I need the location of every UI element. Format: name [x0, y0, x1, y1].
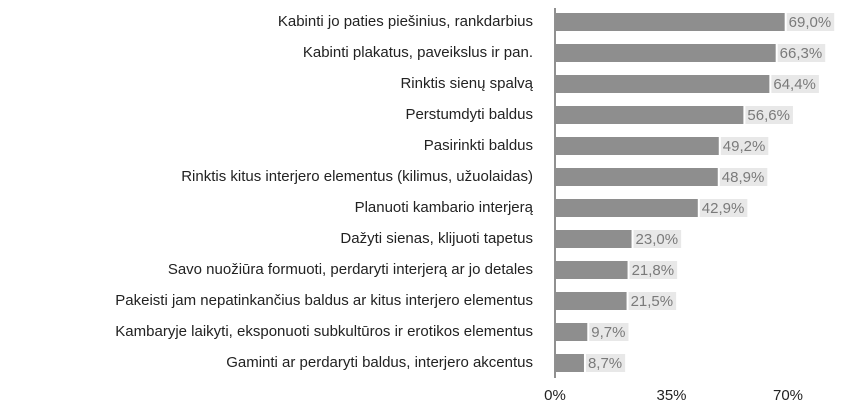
value-label-bg — [720, 137, 769, 155]
category-label: Pakeisti jam nepatinkančius baldus ar ki… — [115, 292, 533, 309]
x-tick-label: 70% — [773, 387, 803, 404]
value-label: 9,7% — [591, 324, 625, 341]
value-label: 8,7% — [588, 355, 622, 372]
value-label: 21,5% — [631, 293, 674, 310]
category-label: Dažyti sienas, klijuoti tapetus — [340, 230, 533, 247]
value-label-bg — [628, 292, 677, 310]
value-label-bg — [585, 354, 626, 372]
bar — [555, 199, 698, 217]
bar — [555, 75, 770, 93]
category-label: Gaminti ar perdaryti baldus, interjero a… — [226, 354, 533, 371]
value-label-bg — [629, 261, 678, 279]
value-label-bg — [699, 199, 748, 217]
bar — [555, 230, 632, 248]
value-label-bg — [786, 13, 835, 31]
category-label: Rinktis sienų spalvą — [400, 75, 533, 92]
category-label: Perstumdyti baldus — [405, 106, 533, 123]
category-label: Rinktis kitus interjero elementus (kilim… — [181, 168, 533, 185]
value-label: 21,8% — [632, 262, 675, 279]
bar — [555, 354, 584, 372]
bar — [555, 292, 627, 310]
value-label-bg — [745, 106, 793, 124]
category-label: Pasirinkti baldus — [424, 137, 533, 154]
bar — [555, 137, 719, 155]
value-label: 69,0% — [789, 14, 832, 31]
bar — [555, 44, 776, 62]
value-label: 66,3% — [780, 45, 823, 62]
value-label-bg — [771, 75, 819, 93]
bar — [555, 106, 744, 124]
value-label-bg — [589, 323, 629, 341]
value-label: 48,9% — [722, 169, 765, 186]
x-tick-label: 0% — [544, 387, 566, 404]
value-label-bg — [777, 44, 826, 62]
x-tick-label: 35% — [656, 387, 686, 404]
bar — [555, 13, 785, 31]
value-label: 56,6% — [747, 107, 790, 124]
category-label: Planuoti kambario interjerą — [355, 199, 534, 216]
bar — [555, 323, 588, 341]
value-label: 64,4% — [773, 76, 816, 93]
value-label-bg — [719, 168, 768, 186]
category-label: Kabinti jo paties piešinius, rankdarbius — [278, 13, 533, 30]
value-label: 49,2% — [723, 138, 766, 155]
value-label-bg — [633, 230, 682, 248]
category-label: Savo nuožiūra formuoti, perdaryti interj… — [168, 261, 533, 278]
value-label: 23,0% — [636, 231, 679, 248]
bar — [555, 168, 718, 186]
category-label: Kambaryje laikyti, eksponuoti subkultūro… — [115, 323, 533, 340]
category-label: Kabinti plakatus, paveikslus ir pan. — [303, 44, 533, 61]
value-label: 42,9% — [702, 200, 745, 217]
bar — [555, 261, 628, 279]
